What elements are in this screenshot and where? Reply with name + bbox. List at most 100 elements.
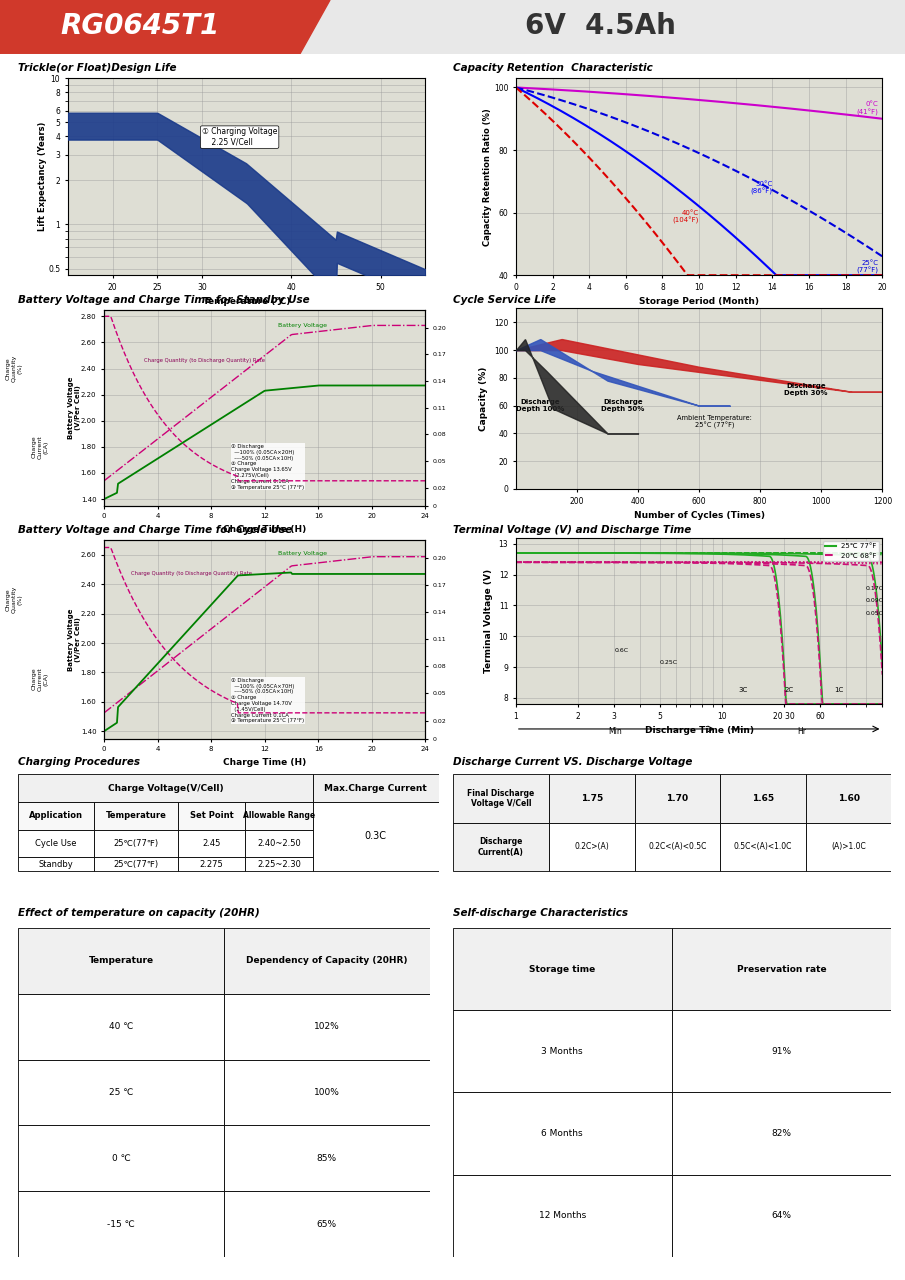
Text: 2.45: 2.45 (203, 838, 221, 847)
Text: Discharge
Depth 30%: Discharge Depth 30% (785, 383, 828, 396)
Bar (245, 858, 313, 870)
Text: Application: Application (29, 812, 83, 820)
Text: 40°C
(104°F): 40°C (104°F) (672, 210, 700, 224)
Text: 91%: 91% (772, 1047, 792, 1056)
Bar (224, 1125, 430, 1192)
Text: Battery Voltage and Charge Time for Standby Use: Battery Voltage and Charge Time for Stan… (18, 294, 310, 305)
Text: 102%: 102% (314, 1023, 339, 1032)
Y-axis label: Capacity (%): Capacity (%) (479, 366, 488, 431)
Bar (178, 803, 245, 829)
Text: 12 Months: 12 Months (538, 1211, 586, 1220)
Text: Terminal Voltage (V) and Discharge Time: Terminal Voltage (V) and Discharge Time (452, 525, 691, 535)
Text: (A)>1.0C: (A)>1.0C (832, 842, 866, 851)
Text: Discharge
Depth 100%: Discharge Depth 100% (516, 399, 565, 412)
Text: 85%: 85% (317, 1153, 337, 1162)
Text: 25 ℃: 25 ℃ (109, 1088, 133, 1097)
Text: 1.65: 1.65 (752, 794, 774, 803)
Text: Cycle Use: Cycle Use (35, 838, 77, 847)
X-axis label: Number of Cycles (Times): Number of Cycles (Times) (634, 511, 765, 520)
Text: Charge
Quantity
(%): Charge Quantity (%) (5, 586, 23, 613)
Polygon shape (280, 0, 905, 54)
Text: 0.25C: 0.25C (660, 660, 678, 664)
Y-axis label: Battery Voltage
(V/Per Cell): Battery Voltage (V/Per Cell) (68, 376, 81, 439)
Text: Min: Min (608, 727, 622, 736)
Bar (805, 774, 891, 823)
Text: 3 Months: 3 Months (541, 1047, 583, 1056)
Battery Voltage (290, 380, 300, 396)
Bar (18, 1125, 224, 1192)
Text: 1.70: 1.70 (666, 794, 689, 803)
Text: ① Discharge
  —100% (0.05CA×20H)
  ----50% (0.05CA×10H)
② Charge
Charge Voltage : ① Discharge —100% (0.05CA×20H) ----50% (… (232, 444, 304, 490)
Text: Allowable Range: Allowable Range (243, 812, 315, 820)
Text: 1.60: 1.60 (838, 794, 860, 803)
Bar (805, 823, 891, 870)
Text: 0.3C: 0.3C (365, 832, 386, 841)
Text: 6 Months: 6 Months (541, 1129, 583, 1138)
Text: Temperature: Temperature (89, 956, 154, 965)
Text: 0.17C: 0.17C (866, 586, 884, 591)
Text: 82%: 82% (772, 1129, 792, 1138)
Bar (452, 1093, 672, 1175)
X-axis label: Storage Period (Month): Storage Period (Month) (639, 297, 759, 306)
Battery Voltage (295, 379, 306, 394)
Text: 3C: 3C (738, 686, 748, 692)
Text: Battery Voltage: Battery Voltage (278, 550, 327, 556)
Bar (224, 928, 430, 993)
Bar (18, 1192, 224, 1257)
Bar (634, 823, 720, 870)
Text: 6V  4.5Ah: 6V 4.5Ah (525, 12, 675, 40)
Bar (18, 928, 224, 993)
Text: Battery Voltage: Battery Voltage (278, 323, 327, 328)
Y-axis label: Capacity Retention Ratio (%): Capacity Retention Ratio (%) (483, 108, 492, 246)
Text: 0 ℃: 0 ℃ (111, 1153, 130, 1162)
Text: Trickle(or Float)Design Life: Trickle(or Float)Design Life (18, 63, 176, 73)
Text: -15 ℃: -15 ℃ (107, 1220, 135, 1229)
Bar (224, 993, 430, 1060)
Text: ① Charging Voltage
    2.25 V/Cell: ① Charging Voltage 2.25 V/Cell (202, 128, 277, 147)
Bar (313, 774, 439, 803)
X-axis label: Charge Time (H): Charge Time (H) (224, 758, 306, 767)
Text: 2.275: 2.275 (200, 860, 224, 869)
Text: Storage time: Storage time (529, 965, 595, 974)
Bar (94, 858, 178, 870)
Text: Charge Quantity (to Discharge Quantity) Rate: Charge Quantity (to Discharge Quantity) … (144, 358, 265, 364)
Bar (720, 823, 805, 870)
Bar (672, 1010, 891, 1093)
Bar (178, 858, 245, 870)
Bar (672, 928, 891, 1010)
Bar (672, 1175, 891, 1257)
Text: Temperature: Temperature (106, 812, 167, 820)
Text: Discharge
Depth 50%: Discharge Depth 50% (601, 399, 644, 412)
Text: Hr: Hr (797, 727, 806, 736)
Bar (634, 774, 720, 823)
Text: 0.2C>(A): 0.2C>(A) (575, 842, 609, 851)
Bar (245, 803, 313, 829)
Battery Voltage (100, 490, 110, 506)
Bar (672, 1093, 891, 1175)
Bar (452, 823, 549, 870)
Text: Battery Voltage and Charge Time for Cycle Use: Battery Voltage and Charge Time for Cycl… (18, 525, 292, 535)
Text: Charge
Current
(CA): Charge Current (CA) (32, 435, 48, 458)
Text: 0.09C: 0.09C (866, 598, 884, 603)
Line: Battery Voltage: Battery Voltage (104, 385, 425, 499)
Bar (18, 1060, 224, 1125)
Text: 25℃(77℉): 25℃(77℉) (113, 838, 158, 847)
Bar (224, 1192, 430, 1257)
Text: 0°C
(41°F): 0°C (41°F) (857, 101, 879, 115)
Text: Preservation rate: Preservation rate (737, 965, 826, 974)
Text: Effect of temperature on capacity (20HR): Effect of temperature on capacity (20HR) (18, 908, 260, 918)
Text: 1.75: 1.75 (581, 794, 603, 803)
Text: 25°C
(77°F): 25°C (77°F) (857, 260, 879, 274)
Text: Discharge
Current(A): Discharge Current(A) (478, 837, 524, 856)
Text: Charge
Quantity
(%): Charge Quantity (%) (5, 355, 23, 383)
Battery Voltage (313, 378, 324, 393)
Bar (224, 1060, 430, 1125)
Text: Max.Charge Current: Max.Charge Current (324, 783, 427, 792)
Bar (452, 1175, 672, 1257)
Text: 40 ℃: 40 ℃ (109, 1023, 133, 1032)
Bar (178, 829, 245, 858)
Text: 2C: 2C (784, 686, 793, 692)
Battery Voltage (420, 378, 431, 393)
Polygon shape (0, 0, 330, 54)
Bar (18, 829, 94, 858)
